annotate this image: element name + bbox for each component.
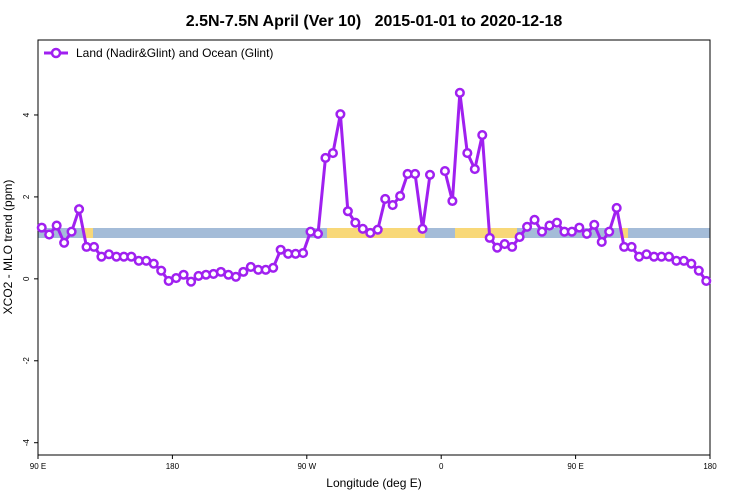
- data-point: [454, 87, 465, 98]
- data-point: [44, 229, 55, 240]
- x-tick-label: 180: [703, 462, 717, 471]
- data-point: [36, 222, 47, 233]
- y-tick-label: 2: [22, 194, 31, 199]
- legend-marker: [50, 47, 62, 59]
- legend: Land (Nadir&Glint) and Ocean (Glint): [44, 46, 273, 60]
- data-point: [59, 237, 70, 248]
- data-point: [74, 204, 85, 215]
- data-point: [596, 236, 607, 248]
- data-point: [574, 222, 585, 233]
- y-tick-label: 0: [22, 276, 31, 281]
- data-point: [178, 269, 189, 280]
- data-point: [566, 226, 577, 237]
- data-point: [380, 193, 391, 205]
- data-point: [507, 241, 518, 252]
- data-point: [484, 232, 495, 243]
- data-point: [417, 223, 428, 234]
- data-point: [462, 148, 473, 159]
- y-tick-label: 4: [22, 112, 31, 117]
- data-point: [298, 247, 309, 259]
- data-point: [372, 224, 383, 235]
- data-point: [424, 169, 436, 180]
- data-point: [551, 217, 562, 228]
- data-point: [701, 275, 712, 286]
- y-tick-label: -4: [22, 439, 31, 447]
- chart-title: 2.5N-7.5N April (Ver 10) 2015-01-01 to 2…: [186, 13, 563, 30]
- data-point: [51, 220, 62, 231]
- x-tick-label: 180: [166, 462, 180, 471]
- data-point: [395, 191, 406, 202]
- y-tick-label: -2: [22, 357, 31, 365]
- data-point: [536, 226, 548, 237]
- land-band: [620, 228, 628, 238]
- data-point: [529, 214, 540, 225]
- data-point: [88, 241, 100, 252]
- x-tick-label: 0: [439, 462, 444, 471]
- data-point: [514, 232, 525, 243]
- data-point: [148, 258, 159, 269]
- data-point: [126, 251, 137, 262]
- data-point: [522, 221, 533, 232]
- land-band: [84, 228, 93, 238]
- data-point: [230, 271, 241, 282]
- x-axis-label: Longitude (deg E): [326, 476, 421, 490]
- data-point: [320, 152, 331, 164]
- data-point: [686, 258, 697, 269]
- data-point: [268, 262, 279, 273]
- data-point: [469, 163, 480, 175]
- data-point: [447, 195, 458, 207]
- data-point: [327, 148, 338, 159]
- data-point: [335, 109, 346, 120]
- data-point: [604, 226, 615, 237]
- y-axis-label: XCO2 - MLO trend (ppm): [1, 180, 15, 315]
- data-point: [357, 223, 368, 234]
- x-tick-label: 90 E: [30, 462, 46, 471]
- plot-frame: [37, 39, 711, 456]
- data-point: [477, 129, 488, 141]
- data-point: [66, 226, 77, 237]
- data-point: [350, 217, 361, 228]
- data-point: [663, 251, 674, 262]
- data-point: [581, 228, 592, 239]
- data-point: [238, 266, 249, 277]
- data-point: [626, 241, 637, 252]
- data-point: [611, 202, 622, 214]
- land-band: [455, 228, 517, 238]
- data-point: [342, 206, 353, 217]
- legend-label: Land (Nadir&Glint) and Ocean (Glint): [76, 46, 273, 60]
- data-point: [156, 265, 167, 276]
- data-point: [410, 168, 421, 180]
- data-point: [492, 242, 503, 253]
- data-point: [312, 228, 324, 239]
- data-point: [589, 219, 600, 230]
- data-point: [387, 200, 398, 211]
- x-tick-label: 90 W: [297, 462, 316, 471]
- data-point: [439, 166, 450, 177]
- x-tick-label: 90 E: [567, 462, 583, 471]
- data-point: [693, 265, 704, 276]
- data-point: [275, 244, 286, 255]
- data-point: [186, 276, 197, 287]
